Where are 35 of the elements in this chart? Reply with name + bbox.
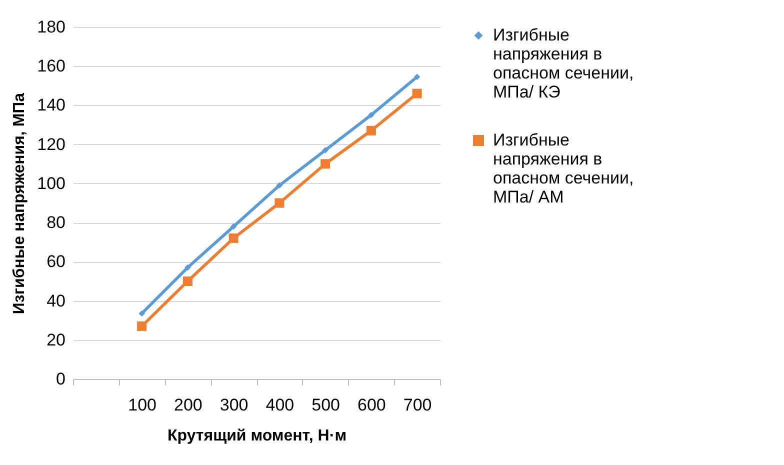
y-tick-label: 180 (37, 18, 66, 36)
x-axis-title: Крутящий момент, Н·м (167, 428, 347, 444)
point (274, 198, 284, 208)
point (184, 264, 191, 271)
y-tick-label: 100 (37, 174, 66, 193)
y-tick-label: 20 (46, 330, 66, 350)
x-tick-label: 100 (128, 396, 156, 414)
point (368, 112, 374, 118)
y-tick-label: 80 (46, 213, 66, 232)
point (230, 223, 237, 230)
y-tick-label: 160 (37, 56, 66, 76)
y-tick-label: 120 (37, 134, 66, 154)
y-tick-label: 40 (46, 291, 66, 310)
y-tick-label: 0 (56, 370, 66, 388)
x-tick-label: 400 (266, 396, 294, 414)
y-axis-title: Изгибные напряжения, МПа (11, 92, 28, 314)
x-tick-label: 600 (358, 396, 386, 414)
point (276, 182, 283, 189)
point (412, 88, 422, 98)
point (182, 276, 192, 286)
x-tick-label: 500 (312, 396, 340, 414)
x-tick-label: 300 (220, 396, 248, 414)
point (322, 147, 328, 154)
point (138, 310, 145, 317)
point (137, 321, 147, 331)
legend-label: Изгибные напряжения в опасном сечении, МПа/ КЭ (493, 26, 634, 102)
point (414, 74, 420, 80)
point (320, 159, 330, 169)
x-tick-label: 700 (403, 396, 432, 414)
x-tick-label: 200 (174, 396, 202, 414)
point (228, 233, 238, 243)
point (366, 126, 376, 136)
y-tick-label: 60 (46, 252, 66, 272)
legend-label: Изгибные напряжения в опасном сечении, МПа/ АМ (493, 130, 634, 206)
y-tick-label: 140 (37, 96, 66, 115)
